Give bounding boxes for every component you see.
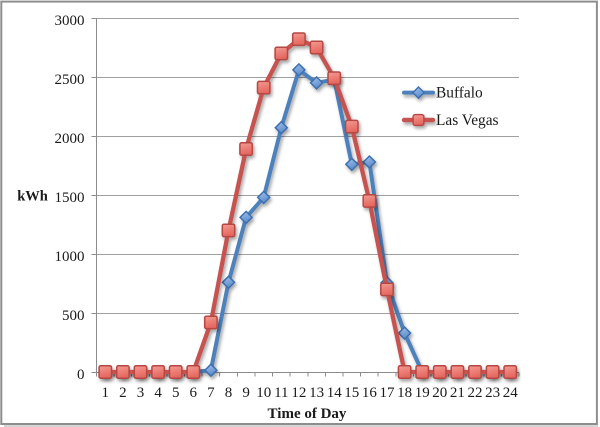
svg-text:500: 500 <box>62 308 85 324</box>
svg-text:17: 17 <box>380 385 396 401</box>
svg-text:21: 21 <box>450 385 465 401</box>
svg-text:7: 7 <box>207 385 215 401</box>
svg-text:1500: 1500 <box>55 190 85 206</box>
svg-text:2: 2 <box>119 385 127 401</box>
svg-text:Buffalo: Buffalo <box>436 85 483 102</box>
svg-text:13: 13 <box>309 385 324 401</box>
svg-text:9: 9 <box>242 385 250 401</box>
svg-text:14: 14 <box>327 385 343 401</box>
svg-text:23: 23 <box>485 385 500 401</box>
svg-text:6: 6 <box>190 385 198 401</box>
svg-text:1: 1 <box>102 385 110 401</box>
svg-text:12: 12 <box>291 385 306 401</box>
svg-text:2000: 2000 <box>55 131 85 147</box>
svg-text:3000: 3000 <box>55 13 85 29</box>
svg-text:20: 20 <box>432 385 447 401</box>
svg-text:18: 18 <box>397 385 412 401</box>
svg-text:2500: 2500 <box>55 72 85 88</box>
svg-text:15: 15 <box>344 385 359 401</box>
svg-text:19: 19 <box>415 385 430 401</box>
svg-text:16: 16 <box>362 385 378 401</box>
svg-text:kWh: kWh <box>17 188 48 204</box>
svg-text:Time of Day: Time of Day <box>268 406 347 422</box>
svg-text:8: 8 <box>225 385 233 401</box>
svg-text:Las Vegas: Las Vegas <box>436 112 499 129</box>
svg-text:24: 24 <box>503 385 519 401</box>
svg-text:0: 0 <box>77 367 85 383</box>
svg-text:3: 3 <box>137 385 145 401</box>
svg-text:10: 10 <box>256 385 271 401</box>
svg-text:1000: 1000 <box>55 249 85 265</box>
svg-text:11: 11 <box>274 385 288 401</box>
svg-text:5: 5 <box>172 385 180 401</box>
svg-text:22: 22 <box>468 385 483 401</box>
svg-text:4: 4 <box>154 385 162 401</box>
